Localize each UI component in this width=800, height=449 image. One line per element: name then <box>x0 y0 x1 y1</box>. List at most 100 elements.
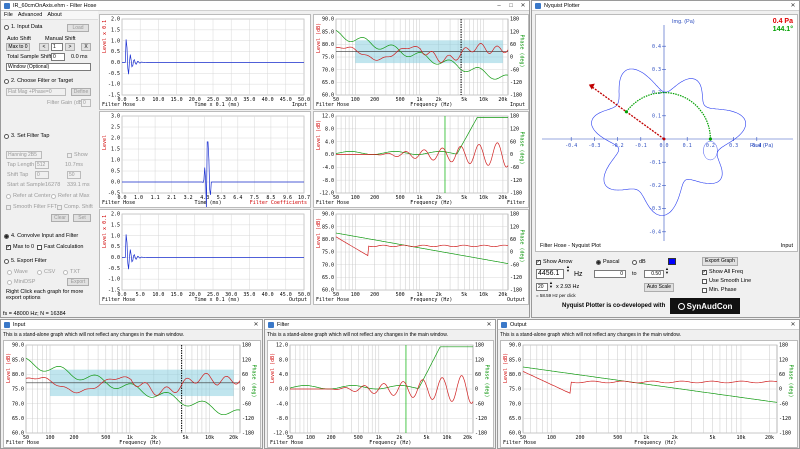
y-tick-label: -4.0 <box>322 165 334 171</box>
pascal-radio-dot[interactable] <box>596 259 601 265</box>
show-arrow-checkbox[interactable] <box>536 259 541 265</box>
step2-radio-dot[interactable] <box>4 78 9 84</box>
standalone-filter-close-icon[interactable]: ✕ <box>486 322 492 328</box>
step1-radio[interactable]: 1. Input Data <box>4 24 43 30</box>
standalone-output-close-icon[interactable]: ✕ <box>790 322 796 328</box>
convolve-max-to-0-check[interactable]: Max to 0 <box>6 244 34 250</box>
max-to-0-button[interactable]: Max to 0 <box>6 43 30 51</box>
csv-radio[interactable]: CSV <box>37 269 55 275</box>
refer-center-radio[interactable]: Refer at Center <box>6 193 51 199</box>
comp-shift-check[interactable]: Comp. Shift <box>57 204 93 210</box>
db-radio[interactable]: dB <box>632 259 646 265</box>
show-arrow-check[interactable]: Show Arrow <box>536 259 572 265</box>
shift-tap-input-b[interactable]: 50 <box>67 171 81 179</box>
tap-window-select[interactable]: Hanning 2B5 <box>6 151 42 159</box>
frequency-spinner-icon[interactable]: ▲ ▼ <box>566 264 570 273</box>
range-spinner-icon[interactable]: ▲ ▼ <box>665 266 669 275</box>
menu-file[interactable]: File <box>4 12 13 18</box>
smooth-fft-check[interactable]: Smooth Filter FFT <box>6 204 57 210</box>
db-radio-dot[interactable] <box>632 259 637 265</box>
minidsp-radio[interactable]: MiniDSP <box>7 279 35 285</box>
csv-radio-dot[interactable] <box>37 269 42 275</box>
range-to-label: to <box>632 271 637 277</box>
frequency-input[interactable]: 4456.1 <box>536 269 564 279</box>
standalone-output-graph[interactable]: 90.0 85.0 80.0 75.0 70.0 65.0 60.0 50 100 200 500 1… <box>500 340 798 448</box>
txt-radio[interactable]: TXT <box>63 269 80 275</box>
time-filter-graph[interactable]: 3.0 2.5 2.0 1.5 1.0 0.5 0.0 -0.5 0.0 1.0 1.1 2.1 3.2… <box>99 111 311 208</box>
shift-tap-input-a[interactable]: 0 <box>35 171 49 179</box>
minidsp-radio-dot[interactable] <box>7 279 12 285</box>
min-phase-check[interactable]: Min. Phase <box>702 287 737 293</box>
menu-advanced[interactable]: Advanced <box>17 12 43 18</box>
clear-tap-button[interactable]: Clear <box>51 214 69 222</box>
step2-radio[interactable]: 2. Choose Filter or Target <box>4 78 73 84</box>
refer-max-radio[interactable]: Refer at Max <box>51 193 89 199</box>
comp-shift-checkbox[interactable] <box>57 204 62 210</box>
menu-about[interactable]: About <box>47 12 62 18</box>
step4-radio[interactable]: 4. Convolve Input and Filter <box>4 233 78 239</box>
smooth-line-check[interactable]: Use Smooth Line <box>702 278 751 284</box>
freq-output-graph[interactable]: 90.0 85.0 80.0 75.0 70.0 65.0 60.0 50 100 200 500 1… <box>313 209 529 305</box>
tap-length-input[interactable]: 512 <box>35 161 49 169</box>
range-start-input[interactable]: 0 <box>594 270 626 278</box>
pascal-radio[interactable]: Pascal <box>596 259 620 265</box>
define-button[interactable]: Define <box>71 88 91 96</box>
txt-radio-dot[interactable] <box>63 269 68 275</box>
standalone-input-close-icon[interactable]: ✕ <box>253 322 259 328</box>
export-filter-button[interactable]: Export <box>67 278 89 286</box>
convolve-max-to-0-checkbox[interactable] <box>6 244 11 250</box>
nyquist-arrow-head <box>588 83 595 90</box>
nyquist-graph[interactable]: -0.4 -0.3 -0.2 -0.1 0.0 0.1 0.2 0.3 0.4 0.4 0.3 0.2… <box>535 14 798 252</box>
standalone-filter-graph[interactable]: 12.0 8.0 4.0 0.0 -4.0 -8.0 -12.0 50 100 200 500 1k 2… <box>267 340 494 448</box>
refer-center-dot[interactable] <box>6 193 11 199</box>
shift-input[interactable]: 1 <box>51 43 63 51</box>
filter-gain-input[interactable]: 0 <box>81 99 91 107</box>
start-sample-ms: 339.1 ms <box>67 182 90 188</box>
show-all-freq-check[interactable]: Show All Freq <box>702 269 743 275</box>
step-input[interactable]: 20 <box>536 283 548 291</box>
window-select[interactable]: Window (Optional) <box>6 63 91 71</box>
step3-radio[interactable]: 3. Set Filter Tap <box>4 133 49 139</box>
maximize-icon[interactable]: □ <box>509 3 513 9</box>
shift-left-button[interactable]: < <box>39 43 49 51</box>
load-button[interactable]: Load <box>67 24 89 32</box>
smooth-fft-checkbox[interactable] <box>6 204 11 210</box>
graph-title-left: Filter Hose <box>503 440 537 446</box>
filter-select[interactable]: Flat Mag +Phase=0 <box>6 88 66 96</box>
standalone-input-graph[interactable]: 90.0 85.0 80.0 75.0 70.0 65.0 60.0 50 100 200 500 1… <box>3 340 261 448</box>
auto-scale-button[interactable]: Auto Scale <box>644 283 674 292</box>
wave-radio-dot[interactable] <box>7 269 12 275</box>
freq-filter-graph[interactable]: 12.0 8.0 4.0 0.0 -4.0 -8.0 -12.0 50 100 200 500 1k 2… <box>313 111 529 208</box>
range-end-input[interactable]: 0.50 <box>644 270 664 278</box>
min-phase-checkbox[interactable] <box>702 287 707 293</box>
show-tap-checkbox[interactable] <box>67 152 72 158</box>
step3-radio-dot[interactable] <box>4 133 9 139</box>
graph-ylabel2: Phase (deg) <box>518 131 525 165</box>
step1-radio-dot[interactable] <box>4 24 9 30</box>
close-icon[interactable]: ✕ <box>520 3 526 9</box>
color-swatch[interactable] <box>668 258 676 265</box>
step5-radio-dot[interactable] <box>4 258 9 264</box>
wave-radio[interactable]: Wave <box>7 269 28 275</box>
export-graph-button[interactable]: Export Graph <box>702 257 738 266</box>
shift-reset-button[interactable]: X <box>81 43 91 51</box>
freq-input-graph[interactable]: 90.0 85.0 80.0 75.0 70.0 65.0 60.0 50 100 200 500 1… <box>313 14 529 110</box>
nyquist-close-icon[interactable]: ✕ <box>790 3 796 9</box>
step4-radio-dot[interactable] <box>4 233 9 239</box>
synaudcon-logo-icon <box>677 302 685 310</box>
refer-max-dot[interactable] <box>51 193 56 199</box>
minimize-icon[interactable]: – <box>497 3 501 9</box>
filter-gain-label: Filter Gain (dB) <box>47 100 85 106</box>
smooth-line-checkbox[interactable] <box>702 278 707 284</box>
time-input-graph[interactable]: 2.0 1.5 1.0 0.5 0.0 -0.5 -1.0 -1.5 0.0 5.0 10.0 15.… <box>99 14 311 110</box>
step5-radio[interactable]: 5. Export Filter <box>4 258 47 264</box>
fast-calc-checkbox[interactable] <box>37 244 42 250</box>
time-output-graph[interactable]: 2.0 1.5 1.0 0.5 0.0 -0.5 -1.0 -1.5 0.0 5.0 10.0 15.… <box>99 209 311 305</box>
y-tick-label: 3.0 <box>111 114 120 120</box>
fast-calc-check[interactable]: Fast Calculation <box>37 244 83 250</box>
set-tap-button[interactable]: Set <box>73 214 91 222</box>
step-spinner-icon[interactable]: ▲ ▼ <box>549 280 553 289</box>
show-tap-check[interactable]: Show <box>67 152 88 158</box>
shift-right-button[interactable]: > <box>65 43 75 51</box>
show-all-freq-checkbox[interactable] <box>702 269 707 275</box>
